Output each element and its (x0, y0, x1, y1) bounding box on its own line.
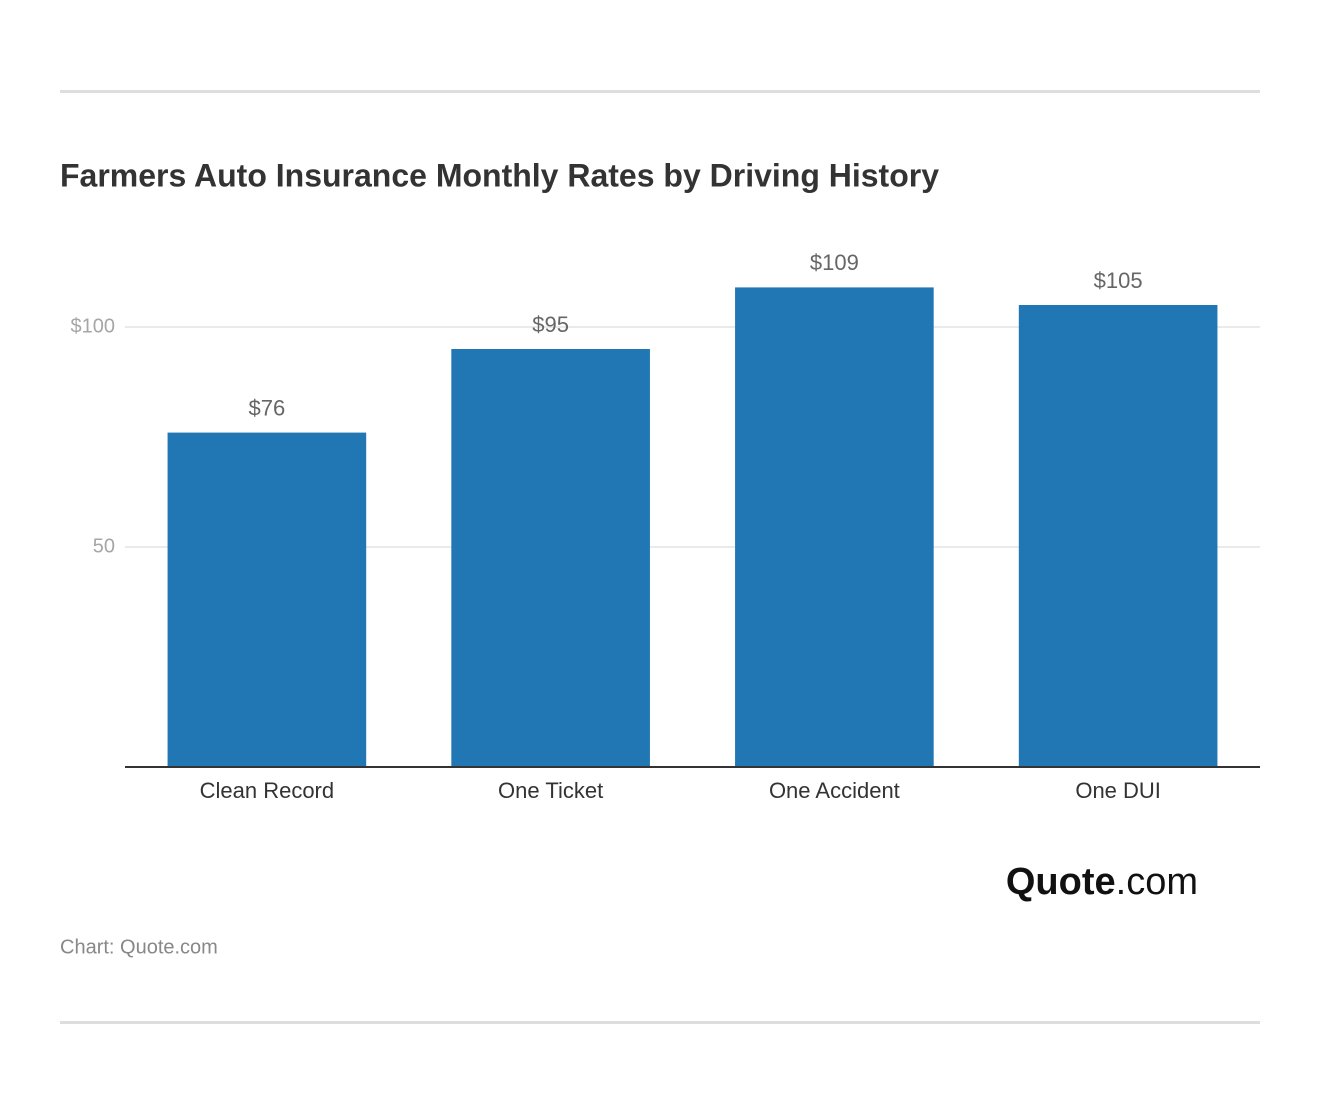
value-label: $95 (532, 312, 569, 337)
y-tick-label: $100 (71, 315, 116, 337)
value-label: $105 (1094, 268, 1143, 293)
bottom-rule (60, 1021, 1260, 1024)
logo-brand: Quote (1006, 861, 1116, 903)
y-tick-label: 50 (93, 535, 115, 557)
source: Chart: Quote.com (60, 936, 218, 958)
bar (1018, 305, 1218, 767)
x-tick-label: One DUI (1075, 778, 1161, 803)
chart-title: Farmers Auto Insurance Monthly Rates by … (60, 157, 939, 193)
bar (451, 349, 650, 767)
bar (735, 287, 934, 767)
bar (167, 432, 367, 767)
value-label: $109 (810, 250, 859, 275)
top-rule (60, 90, 1260, 93)
x-tick-label: Clean Record (200, 778, 335, 803)
x-tick-label: One Ticket (498, 778, 603, 803)
logo: Quote.com (1006, 861, 1198, 903)
logo-suffix: .com (1116, 861, 1198, 903)
x-tick-label: One Accident (769, 778, 900, 803)
value-label: $76 (249, 395, 286, 420)
